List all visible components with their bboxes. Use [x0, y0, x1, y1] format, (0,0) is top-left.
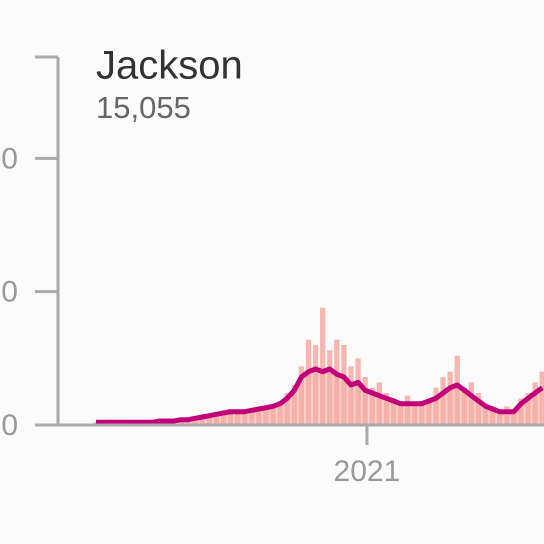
x-tick-label: 2021	[334, 455, 401, 488]
y-tick-label: 100	[0, 142, 18, 175]
average-area	[96, 369, 543, 425]
chart-subtitle: 15,055	[96, 90, 191, 125]
y-tick-label: 0	[1, 409, 18, 442]
average-line	[96, 366, 544, 425]
bar	[320, 307, 326, 425]
y-tick-label: 50	[0, 276, 18, 309]
chart-title: Jackson	[96, 44, 243, 88]
